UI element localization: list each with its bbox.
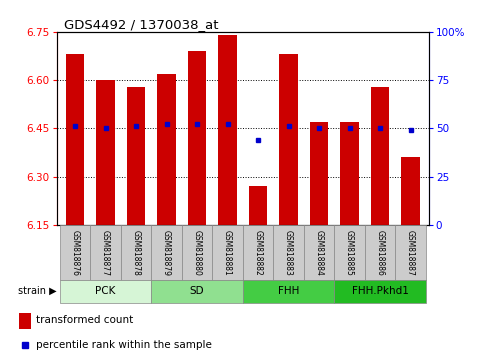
FancyBboxPatch shape [243,225,273,280]
Text: strain ▶: strain ▶ [18,286,57,296]
Text: GSM818887: GSM818887 [406,230,415,276]
Bar [310,122,328,225]
FancyBboxPatch shape [395,225,426,280]
Bar [218,35,237,225]
FancyBboxPatch shape [151,280,243,303]
Bar [96,80,115,225]
Bar [249,186,267,225]
Bar [371,86,389,225]
Text: transformed count: transformed count [36,315,133,325]
FancyBboxPatch shape [212,225,243,280]
Text: PCK: PCK [95,286,116,296]
FancyBboxPatch shape [90,225,121,280]
Text: FHH.Pkhd1: FHH.Pkhd1 [352,286,409,296]
FancyBboxPatch shape [273,225,304,280]
Bar [66,55,84,225]
FancyBboxPatch shape [151,225,182,280]
Bar [401,157,420,225]
Bar [157,74,176,225]
FancyBboxPatch shape [60,280,151,303]
Text: GSM818879: GSM818879 [162,230,171,276]
Text: GSM818880: GSM818880 [193,230,202,276]
Text: GSM818884: GSM818884 [315,230,323,276]
Text: GSM818881: GSM818881 [223,230,232,276]
Text: GDS4492 / 1370038_at: GDS4492 / 1370038_at [64,18,218,31]
Text: GSM818876: GSM818876 [70,230,79,276]
FancyBboxPatch shape [365,225,395,280]
Bar [127,86,145,225]
Text: GSM818882: GSM818882 [253,230,263,276]
FancyBboxPatch shape [304,225,334,280]
Text: GSM818878: GSM818878 [132,230,141,276]
Bar [188,51,206,225]
FancyBboxPatch shape [334,225,365,280]
Text: SD: SD [190,286,205,296]
FancyBboxPatch shape [60,225,90,280]
Bar [19,313,31,329]
Bar [280,55,298,225]
Text: GSM818886: GSM818886 [376,230,385,276]
FancyBboxPatch shape [121,225,151,280]
Text: percentile rank within the sample: percentile rank within the sample [36,340,212,350]
FancyBboxPatch shape [334,280,426,303]
FancyBboxPatch shape [182,225,212,280]
Bar [341,122,359,225]
Text: GSM818883: GSM818883 [284,230,293,276]
FancyBboxPatch shape [243,280,334,303]
Text: GSM818877: GSM818877 [101,230,110,276]
Text: FHH: FHH [278,286,299,296]
Text: GSM818885: GSM818885 [345,230,354,276]
